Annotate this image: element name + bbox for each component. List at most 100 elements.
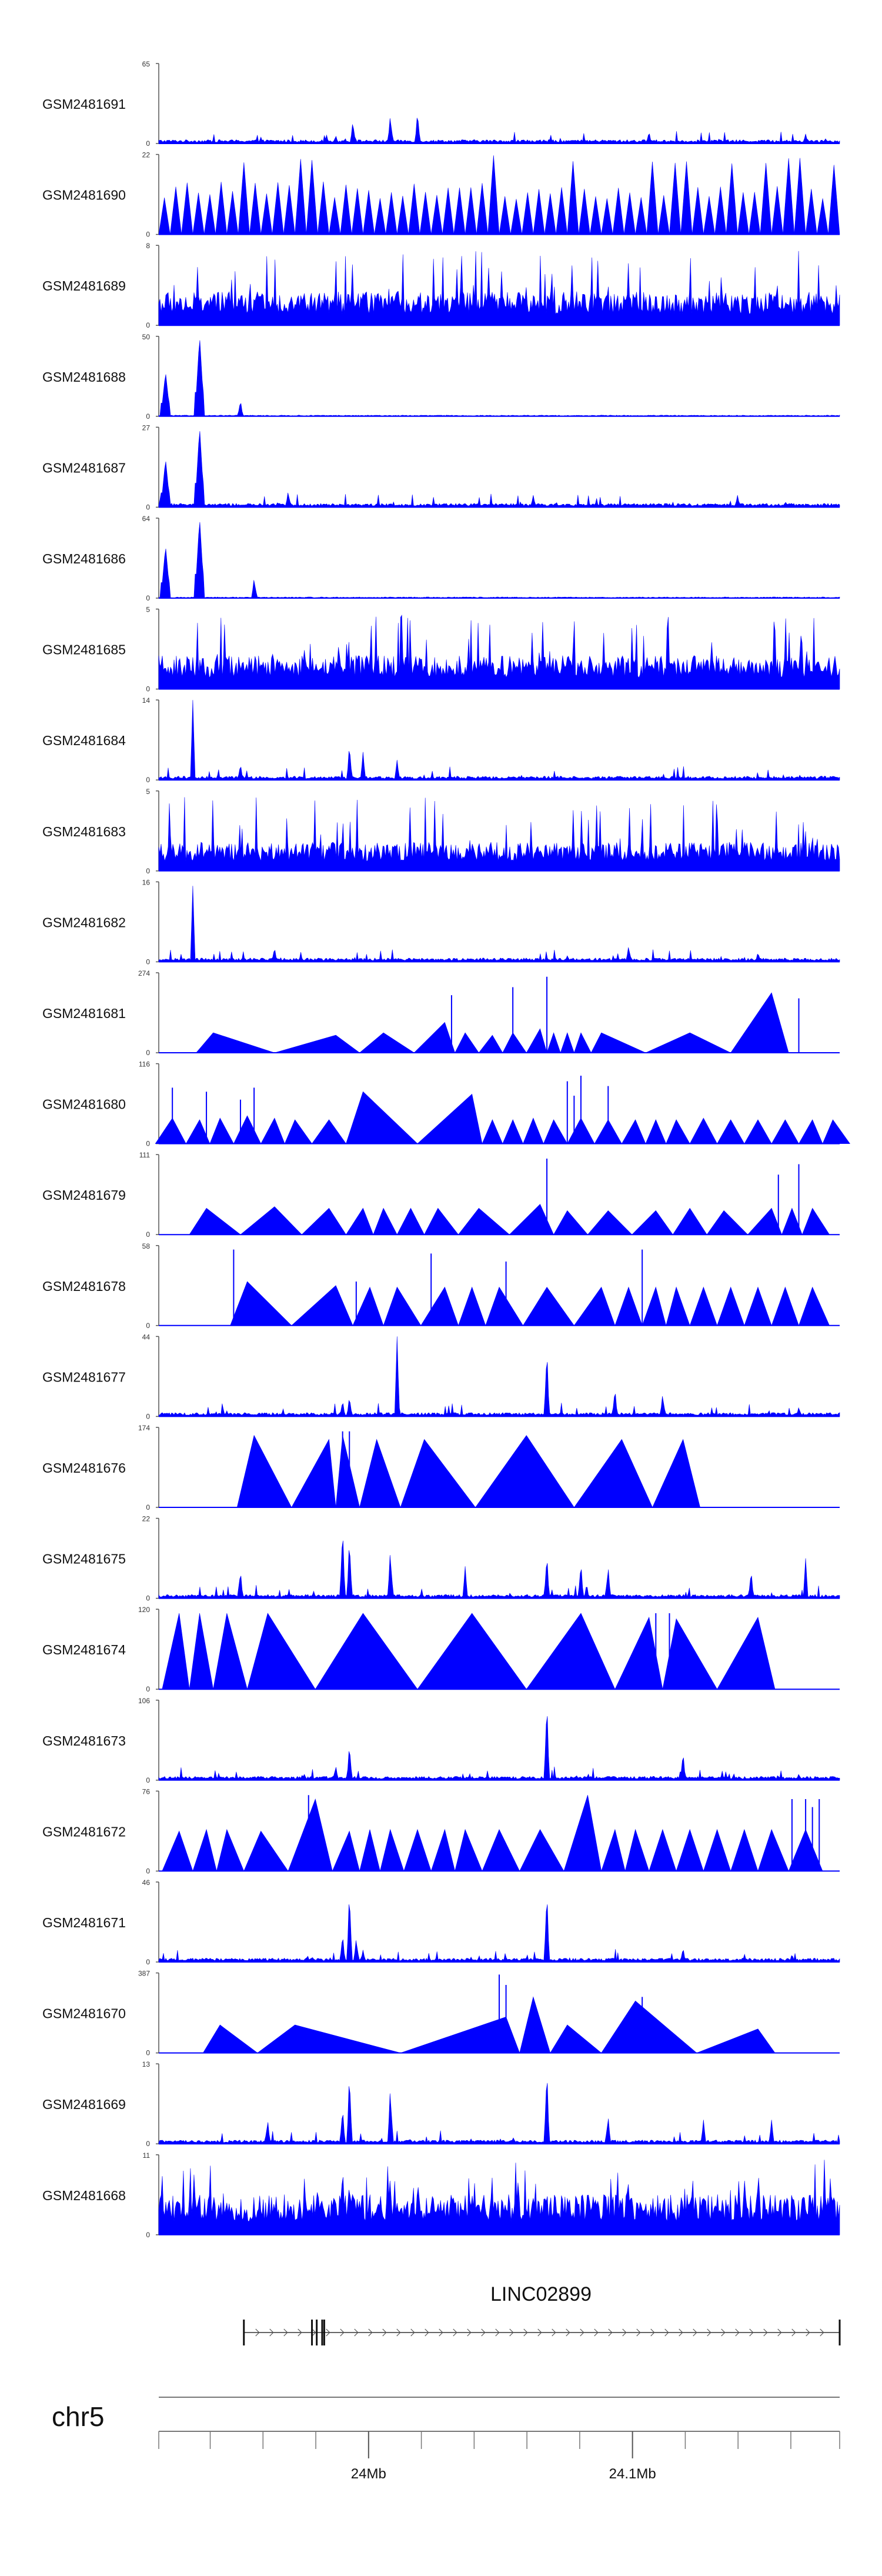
strand-chevron — [410, 2328, 415, 2337]
y-min-label: 0 — [146, 1230, 150, 1239]
strand-chevron — [495, 2328, 500, 2337]
signal-area — [162, 1613, 776, 1690]
track-label: GSM2481671 — [42, 1915, 126, 1930]
strand-chevron — [326, 2328, 330, 2337]
signal-area — [196, 992, 789, 1053]
track-GSM2481678: GSM2481678 58 0 — [42, 1242, 840, 1330]
signal-area — [189, 1203, 830, 1235]
y-min-label: 0 — [146, 1412, 150, 1420]
track-label: GSM2481690 — [42, 188, 126, 203]
signal-area — [158, 1336, 840, 1417]
track-label: GSM2481680 — [42, 1097, 126, 1112]
signal-area — [158, 797, 840, 872]
chromosome-axis: chr5 24Mb 24.1Mb — [52, 2397, 840, 2482]
y-max-label: 11 — [143, 2151, 151, 2160]
signal-area — [158, 1540, 840, 1599]
strand-chevron — [312, 2328, 316, 2337]
strand-chevron — [537, 2328, 542, 2337]
track-GSM2481688: GSM2481688 50 0 — [42, 333, 840, 421]
track-label: GSM2481679 — [42, 1187, 126, 1203]
signal-area — [236, 1434, 700, 1508]
track-label: GSM2481670 — [42, 2006, 126, 2021]
y-min-label: 0 — [146, 412, 150, 421]
track-label: GSM2481689 — [42, 278, 126, 293]
signal-area — [158, 431, 840, 508]
track-label: GSM2481676 — [42, 1460, 126, 1476]
track-GSM2481675: GSM2481675 22 0 — [42, 1515, 840, 1603]
strand-chevron — [453, 2328, 457, 2337]
track-label: GSM2481678 — [42, 1279, 126, 1294]
strand-chevron — [269, 2328, 274, 2337]
y-min-label: 0 — [146, 867, 150, 875]
track-GSM2481679: GSM2481679 111 0 — [42, 1151, 840, 1239]
track-label: GSM2481686 — [42, 551, 126, 566]
track-GSM2481687: GSM2481687 27 0 — [42, 423, 840, 511]
track-GSM2481668: GSM2481668 11 0 — [42, 2151, 840, 2239]
strand-chevron — [523, 2328, 528, 2337]
signal-area — [155, 1091, 850, 1144]
track-GSM2481690: GSM2481690 22 0 — [42, 151, 840, 239]
signal-area — [158, 2083, 840, 2144]
y-max-label: 8 — [146, 242, 150, 250]
y-max-label: 274 — [138, 969, 150, 977]
track-GSM2481686: GSM2481686 64 0 — [42, 515, 840, 602]
signal-area — [158, 615, 840, 689]
track-label: GSM2481681 — [42, 1006, 126, 1021]
track-label: GSM2481673 — [42, 1733, 126, 1749]
track-label: GSM2481682 — [42, 915, 126, 930]
track-GSM2481683: GSM2481683 5 0 — [42, 788, 840, 875]
track-GSM2481685: GSM2481685 5 0 — [42, 606, 840, 693]
track-label: GSM2481674 — [42, 1642, 126, 1657]
track-GSM2481684: GSM2481684 14 0 — [42, 696, 840, 784]
y-min-label: 0 — [146, 2049, 150, 2057]
y-max-label: 16 — [142, 878, 151, 886]
track-GSM2481691: GSM2481691 65 0 — [42, 60, 840, 148]
x-tick-label: 24Mb — [351, 2466, 386, 2482]
y-max-label: 58 — [142, 1242, 151, 1250]
signal-area — [158, 1904, 840, 1963]
strand-chevron — [340, 2328, 345, 2337]
y-min-label: 0 — [146, 1049, 150, 1057]
strand-chevron — [552, 2328, 556, 2337]
signal-area — [202, 1996, 776, 2053]
y-min-label: 0 — [146, 685, 150, 693]
strand-chevron — [425, 2328, 429, 2337]
y-max-label: 111 — [139, 1151, 151, 1159]
y-min-label: 0 — [146, 1685, 150, 1693]
track-GSM2481671: GSM2481671 46 0 — [42, 1878, 840, 1966]
track-label: GSM2481683 — [42, 824, 126, 839]
strand-chevron — [467, 2328, 472, 2337]
strand-chevron — [368, 2328, 373, 2337]
strand-chevron — [636, 2328, 641, 2337]
strand-chevron — [255, 2328, 260, 2337]
signal-area — [158, 118, 840, 144]
y-min-label: 0 — [146, 594, 150, 602]
y-min-label: 0 — [146, 139, 150, 148]
strand-chevron — [679, 2328, 683, 2337]
strand-chevron — [298, 2328, 302, 2337]
signal-area — [230, 1281, 830, 1326]
y-min-label: 0 — [146, 231, 150, 239]
strand-chevron — [594, 2328, 599, 2337]
y-min-label: 0 — [146, 1776, 150, 1784]
signal-area — [158, 886, 840, 962]
track-label: GSM2481684 — [42, 733, 126, 748]
signal-area — [158, 1716, 840, 1781]
y-max-label: 64 — [142, 515, 151, 523]
y-max-label: 116 — [139, 1060, 150, 1069]
y-min-label: 0 — [146, 776, 150, 784]
strand-chevron — [396, 2328, 401, 2337]
strand-chevron — [763, 2328, 768, 2337]
signal-area — [158, 155, 840, 235]
y-max-label: 5 — [146, 788, 150, 796]
track-GSM2481673: GSM2481673 106 0 — [42, 1697, 840, 1784]
track-GSM2481670: GSM2481670 387 0 — [42, 1970, 840, 2057]
strand-chevron — [622, 2328, 627, 2337]
strand-chevron — [439, 2328, 443, 2337]
track-GSM2481677: GSM2481677 44 0 — [42, 1333, 840, 1420]
y-max-label: 13 — [142, 2060, 151, 2068]
y-max-label: 44 — [142, 1333, 151, 1341]
track-GSM2481681: GSM2481681 274 0 — [42, 969, 840, 1057]
track-GSM2481669: GSM2481669 13 0 — [42, 2060, 840, 2148]
